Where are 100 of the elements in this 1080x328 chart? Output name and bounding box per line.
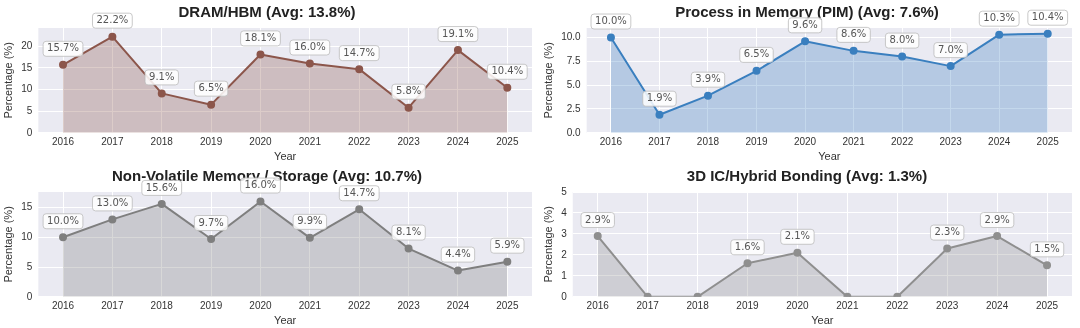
point [355, 65, 364, 74]
point [404, 103, 413, 112]
x-tick-label: 2021 [298, 135, 322, 147]
data-label: 9.6% [792, 18, 818, 30]
x-tick-label: 2021 [298, 299, 322, 311]
data-label: 13.0% [96, 196, 129, 208]
y-tick-label: 0 [561, 290, 568, 302]
data-label: 14.7% [343, 186, 376, 198]
data-label: 16.0% [293, 41, 326, 53]
data-label: 5.9% [494, 239, 521, 251]
point [1043, 29, 1052, 38]
point [993, 232, 1002, 241]
data-label: 4.4% [445, 248, 471, 260]
x-tick-label: 2025 [1035, 299, 1059, 311]
point [256, 197, 265, 206]
point [108, 215, 117, 224]
x-tick-label: 2024 [446, 135, 470, 147]
point [995, 30, 1004, 39]
data-label: 1.5% [1034, 242, 1060, 254]
x-tick-label: 2022 [891, 135, 914, 147]
data-label: 8.0% [889, 34, 915, 46]
y-tick-label: 20 [21, 39, 33, 51]
x-tick-label: 2024 [988, 135, 1011, 147]
x-tick-label: 2023 [936, 299, 959, 311]
data-label: 10.0% [47, 214, 79, 226]
chart-title: DRAM/HBM (Avg: 13.8%) [178, 3, 356, 21]
data-label: 6.5% [743, 48, 770, 60]
data-label: 10.4% [1031, 11, 1064, 23]
data-label: 10.3% [983, 12, 1016, 24]
point [207, 100, 216, 109]
x-tick-label: 2020 [249, 135, 273, 147]
y-tick-label: 5 [561, 185, 568, 197]
point [606, 33, 615, 42]
data-label: 9.1% [149, 70, 175, 82]
x-tick-label: 2024 [446, 299, 470, 311]
point [946, 62, 955, 71]
x-tick-label: 2019 [745, 135, 769, 147]
x-tick-label: 2017 [101, 299, 124, 311]
y-tick-label: 7.5 [566, 55, 582, 67]
data-label: 22.2% [96, 14, 129, 26]
point [593, 232, 602, 241]
data-label: 2.3% [934, 226, 960, 238]
x-tick-label: 2018 [150, 135, 174, 147]
data-label: 10.0% [595, 15, 627, 27]
y-tick-label: 15 [21, 201, 33, 213]
x-tick-label: 2017 [648, 135, 672, 147]
point [849, 46, 858, 55]
y-tick-label: 1 [561, 269, 568, 281]
x-tick-label: 2019 [736, 299, 760, 311]
x-tick-label: 2017 [636, 299, 660, 311]
point [503, 257, 512, 266]
x-tick-label: 2018 [150, 299, 174, 311]
y-tick-label: 4 [561, 206, 568, 218]
point [305, 59, 314, 68]
x-tick-label: 2025 [496, 135, 519, 147]
point [704, 91, 712, 100]
y-tick-label: 3 [561, 227, 568, 239]
x-tick-label: 2025 [496, 299, 519, 311]
data-label: 15.7% [47, 42, 79, 54]
point [256, 50, 265, 59]
data-label: 6.5% [198, 82, 224, 94]
point [157, 89, 166, 98]
data-label: 8.6% [840, 28, 867, 40]
point [1043, 261, 1052, 270]
y-tick-label: 2 [561, 248, 568, 260]
point [59, 60, 68, 69]
x-axis-title: Year [818, 150, 841, 163]
x-tick-label: 2020 [249, 299, 273, 311]
point [793, 248, 802, 257]
data-label: 1.9% [646, 92, 673, 104]
data-label: 7.0% [937, 43, 964, 55]
point [59, 233, 68, 242]
y-tick-label: 5.0 [566, 78, 582, 90]
x-tick-label: 2021 [836, 299, 859, 311]
y-axis-title: Percentage (%) [541, 206, 554, 283]
y-tick-label: 0.0 [566, 126, 582, 138]
y-tick-label: 2.5 [566, 102, 582, 114]
data-label: 8.1% [395, 226, 422, 238]
x-tick-label: 2022 [886, 299, 909, 311]
x-axis-title: Year [274, 314, 297, 327]
x-tick-label: 2022 [348, 299, 371, 311]
data-label: 9.9% [297, 215, 323, 227]
point [743, 259, 752, 268]
x-tick-label: 2025 [1036, 135, 1060, 147]
x-tick-label: 2016 [51, 135, 75, 147]
point [898, 52, 907, 61]
point [503, 83, 512, 92]
x-tick-label: 2017 [101, 135, 124, 147]
data-label: 10.4% [491, 65, 524, 77]
x-tick-label: 2016 [586, 299, 610, 311]
y-axis-title: Percentage (%) [541, 42, 554, 119]
y-tick-label: 10 [21, 83, 33, 95]
y-tick-label: 15 [21, 61, 33, 73]
data-label: 1.6% [734, 240, 761, 252]
y-tick-label: 10 [21, 231, 33, 242]
data-label: 19.1% [442, 27, 474, 39]
chart-title: Process in Memory (PIM) (Avg: 7.6%) [675, 3, 939, 21]
point [453, 46, 462, 55]
x-tick-label: 2016 [51, 299, 75, 311]
x-tick-label: 2023 [397, 135, 421, 147]
